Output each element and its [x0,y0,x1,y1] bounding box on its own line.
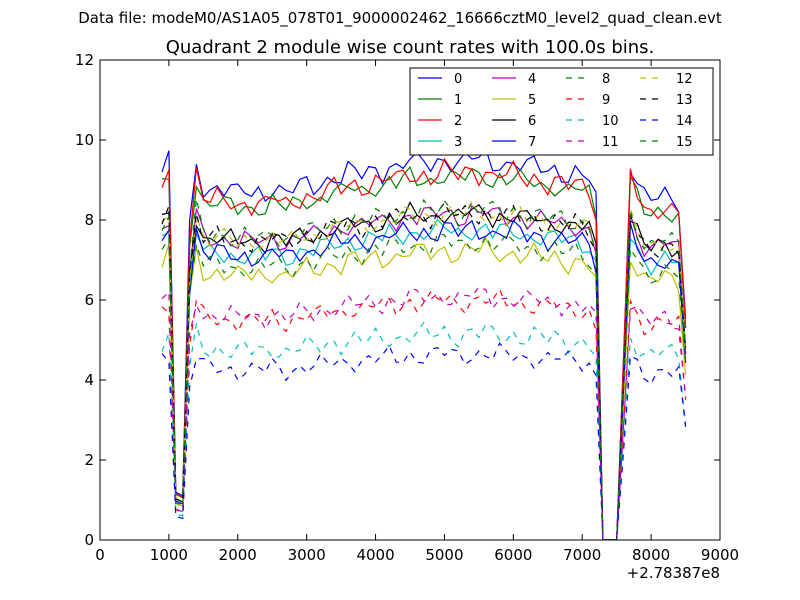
legend-label-14: 14 [676,114,693,129]
x-tick-label: 3000 [288,546,326,564]
x-tick-label: 4000 [356,546,394,564]
x-tick-label: 1000 [150,546,188,564]
y-tick-label: 6 [84,291,94,309]
legend-label-2: 2 [454,114,462,129]
legend-label-3: 3 [454,135,462,150]
legend-label-11: 11 [602,135,619,150]
series-line-15 [161,198,687,540]
series-line-12 [161,199,687,540]
y-tick-label: 0 [84,531,94,549]
series-line-13 [161,201,687,540]
y-tick-label: 10 [75,131,94,149]
y-tick-label: 4 [84,371,94,389]
series-line-11 [161,286,687,540]
axes-frame [99,59,721,541]
series-line-1 [161,165,687,540]
series-line-10 [161,321,687,540]
x-tick-label: 5000 [425,546,463,564]
series-line-8 [161,233,687,540]
y-tick-label: 2 [84,451,94,469]
chart-title: Quadrant 2 module wise count rates with … [166,37,655,58]
legend-label-12: 12 [676,72,693,87]
legend-label-4: 4 [528,72,536,87]
legend-label-7: 7 [528,135,536,150]
x-tick-label: 6000 [494,546,532,564]
series-line-2 [161,157,687,540]
x-tick-label: 2000 [219,546,257,564]
series-layer [161,147,687,540]
legend-label-13: 13 [676,93,693,108]
legend-label-15: 15 [676,135,693,150]
legend-label-5: 5 [528,93,536,108]
x-offset-label: +2.78387e8 [627,564,720,582]
x-tick-label: 7000 [563,546,601,564]
suptitle: Data file: modeM0/AS1A05_078T01_90000024… [78,9,722,28]
y-tick-label: 12 [75,51,94,69]
series-line-6 [161,201,687,540]
ticks-layer: 0 1000 2000 3000 4000 5000 6000 7000 8000 9000 0 2 4… [75,51,739,564]
series-line-0 [161,147,687,540]
x-tick-label: 0 [95,546,105,564]
series-line-5 [161,236,687,540]
legend-label-10: 10 [602,114,619,129]
series-line-9 [161,288,687,540]
legend-label-8: 8 [602,72,610,87]
series-line-14 [161,342,687,540]
y-tick-label: 8 [84,211,94,229]
legend-label-9: 9 [602,93,610,108]
legend-label-6: 6 [528,114,536,129]
legend-label-0: 0 [454,72,462,87]
x-tick-label: 8000 [632,546,670,564]
legend-box [409,67,714,156]
legend-label-1: 1 [454,93,462,108]
x-tick-label: 9000 [701,546,739,564]
